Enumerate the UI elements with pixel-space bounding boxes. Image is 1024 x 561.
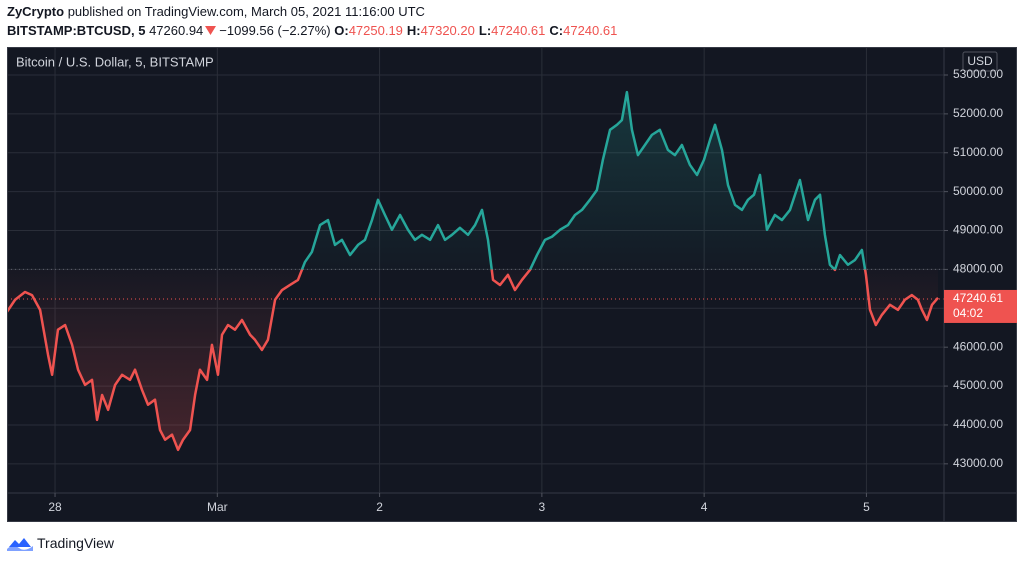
y-tick-label: 44000.00 bbox=[953, 417, 1003, 431]
countdown: 04:02 bbox=[953, 306, 983, 320]
area bbox=[7, 92, 938, 450]
brand: TradingView bbox=[37, 535, 115, 551]
change: −1099.56 (−2.27%) bbox=[219, 23, 331, 38]
plot-area bbox=[7, 90, 944, 452]
down-arrow bbox=[205, 26, 217, 35]
author-line: ZyCrypto published on TradingView.com, M… bbox=[7, 4, 425, 19]
y-tick-label: 43000.00 bbox=[953, 456, 1003, 470]
unit-box bbox=[962, 51, 998, 72]
ohlc-value: 47250.19 bbox=[348, 23, 403, 38]
y-tick-label: 50000.00 bbox=[953, 184, 1003, 198]
ohlc-value: 47240.61 bbox=[491, 23, 546, 38]
last-price-box bbox=[944, 289, 1017, 323]
y-tick-label: 49000.00 bbox=[953, 223, 1003, 237]
y-tick-label: 52000.00 bbox=[953, 106, 1003, 120]
x-tick-label: 28 bbox=[48, 500, 62, 514]
y-unit: USD bbox=[967, 54, 993, 68]
y-tick-label: 51000.00 bbox=[953, 145, 1003, 159]
ohlc-label: L: bbox=[478, 23, 492, 38]
price: 47260.94 bbox=[149, 23, 204, 38]
x-tick-label: 4 bbox=[701, 500, 708, 514]
symbol: BITSTAMP:BTCUSD, 5 bbox=[7, 23, 146, 38]
author: ZyCrypto bbox=[7, 4, 65, 19]
symbol-line: BITSTAMP:BTCUSD, 5 47260.94 −1099.56 (−2.… bbox=[7, 23, 621, 38]
ohlc-label: C: bbox=[549, 23, 564, 38]
brand-logo bbox=[7, 538, 33, 551]
chart: Bitcoin / U.S. Dollar, 5, BITSTAMP USD 4… bbox=[7, 47, 1017, 522]
ohlc-value: 47320.20 bbox=[420, 23, 475, 38]
axes: 43000.0044000.0045000.0046000.0047000.00… bbox=[48, 67, 1017, 514]
y-tick-label: 46000.00 bbox=[953, 339, 1003, 353]
y-tick-label: 53000.00 bbox=[953, 67, 1003, 81]
x-tick-label: 3 bbox=[539, 500, 546, 514]
chart-border bbox=[7, 47, 1017, 522]
ohlc-value: 47240.61 bbox=[563, 23, 618, 38]
ohlc-label: H: bbox=[406, 23, 421, 38]
published: published on TradingView.com, March 05, … bbox=[67, 4, 425, 19]
y-tick-label: 48000.00 bbox=[953, 262, 1003, 276]
x-tick-label: Mar bbox=[207, 500, 228, 514]
x-tick-label: 2 bbox=[376, 500, 383, 514]
last-price-label: 47240.61 bbox=[953, 291, 1003, 305]
price-line bbox=[7, 90, 939, 452]
footer: TradingView bbox=[7, 533, 114, 553]
chart-title: Bitcoin / U.S. Dollar, 5, BITSTAMP bbox=[16, 54, 214, 69]
x-tick-label: 5 bbox=[863, 500, 870, 514]
ohlc-label: O: bbox=[334, 23, 349, 38]
ohlc: O:47250.19 H:47320.20 L:47240.61 C:47240.61 bbox=[334, 23, 621, 38]
y-tick-label: 45000.00 bbox=[953, 378, 1003, 392]
